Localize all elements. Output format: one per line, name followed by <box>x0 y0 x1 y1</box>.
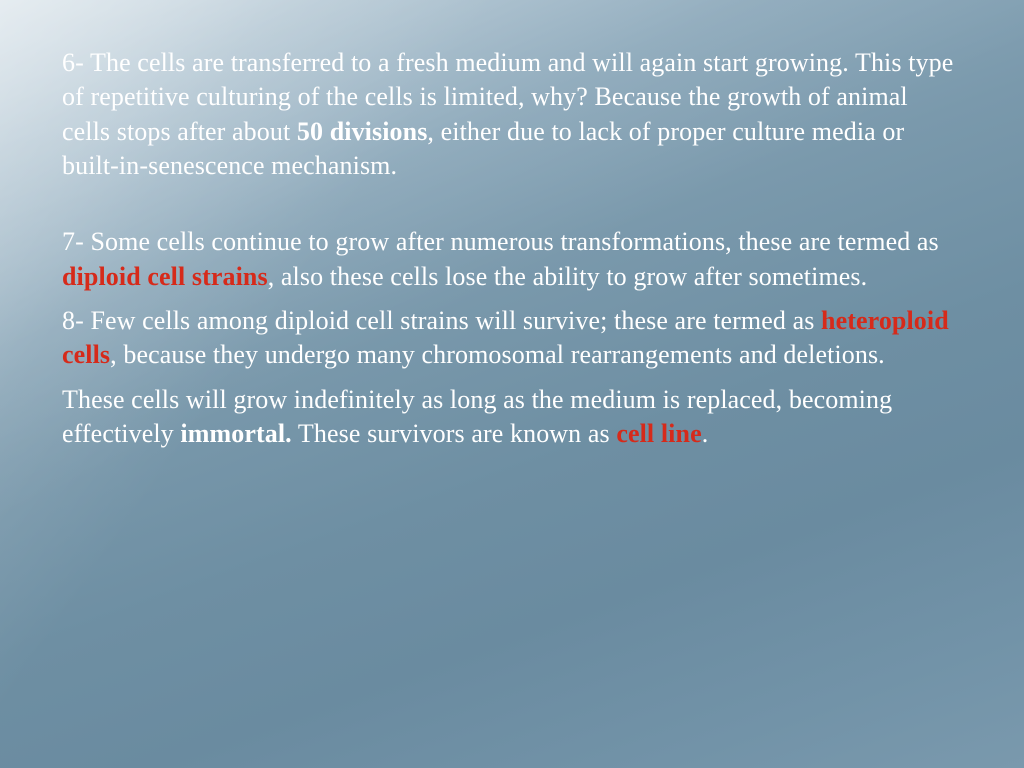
paragraph-7: 7- Some cells continue to grow after num… <box>62 225 962 294</box>
spacer-large <box>62 183 962 225</box>
p8-text-1: 8- Few cells among diploid cell strains … <box>62 306 821 335</box>
p9-bold-immortal: immortal. <box>180 419 291 448</box>
spacer-small-1 <box>62 294 962 304</box>
p9-highlight-cell-line: cell line <box>616 419 701 448</box>
p7-highlight-diploid-cell-strains: diploid cell strains <box>62 262 268 291</box>
p7-text-1: 7- Some cells continue to grow after num… <box>62 227 939 256</box>
paragraph-9: These cells will grow indefinitely as lo… <box>62 383 962 452</box>
paragraph-8: 8- Few cells among diploid cell strains … <box>62 304 962 373</box>
p7-text-2: , also these cells lose the ability to g… <box>268 262 868 291</box>
spacer-small-2 <box>62 373 962 383</box>
paragraph-6: 6- The cells are transferred to a fresh … <box>62 46 962 183</box>
p8-text-2: , because they undergo many chromosomal … <box>110 340 885 369</box>
p9-text-3: . <box>702 419 709 448</box>
p6-bold-50-divisions: 50 divisions <box>297 117 428 146</box>
p9-text-2: These survivors are known as <box>292 419 617 448</box>
